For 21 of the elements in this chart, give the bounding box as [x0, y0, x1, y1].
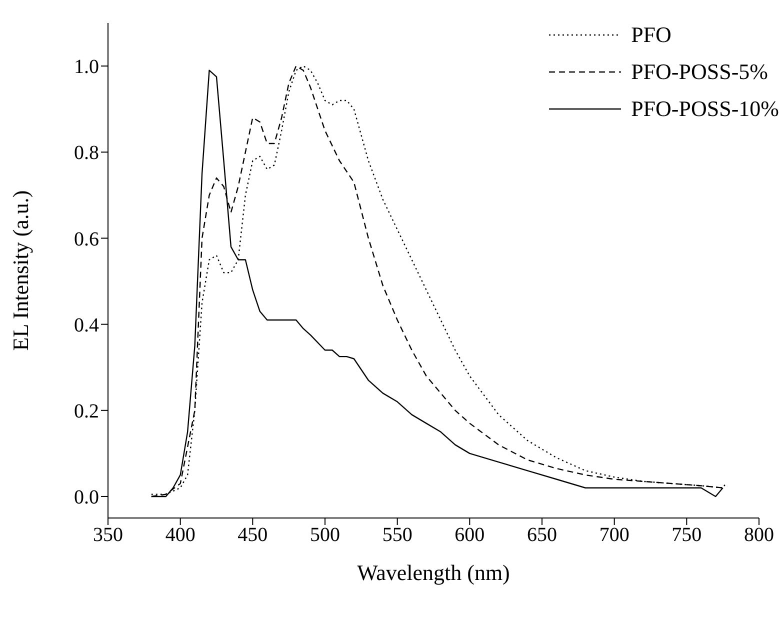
y-axis-title: EL Intensity (a.u.) — [8, 190, 33, 351]
y-tick-label: 1.0 — [74, 56, 99, 78]
x-tick-label: 800 — [744, 524, 774, 546]
x-tick-label: 750 — [672, 524, 702, 546]
y-tick-label: 0.4 — [74, 314, 99, 336]
x-tick-label: 350 — [93, 524, 123, 546]
legend-label: PFO-POSS-5% — [631, 58, 768, 84]
y-tick-label: 0.6 — [74, 228, 99, 250]
x-tick-label: 600 — [454, 524, 485, 546]
x-tick-label: 500 — [310, 524, 340, 546]
y-tick-label: 0.2 — [74, 400, 99, 422]
x-tick-label: 400 — [165, 524, 196, 546]
x-tick-label: 700 — [599, 524, 630, 546]
x-tick-label: 550 — [382, 524, 412, 546]
legend-label: PFO — [631, 22, 672, 48]
y-tick-label: 0.0 — [74, 486, 99, 509]
x-axis-title: Wavelength (nm) — [357, 560, 510, 585]
y-tick-label: 0.8 — [74, 142, 99, 164]
x-tick-label: 450 — [238, 524, 268, 546]
legend-label: PFO-POSS-10% — [631, 96, 779, 122]
x-tick-label: 650 — [527, 524, 557, 546]
